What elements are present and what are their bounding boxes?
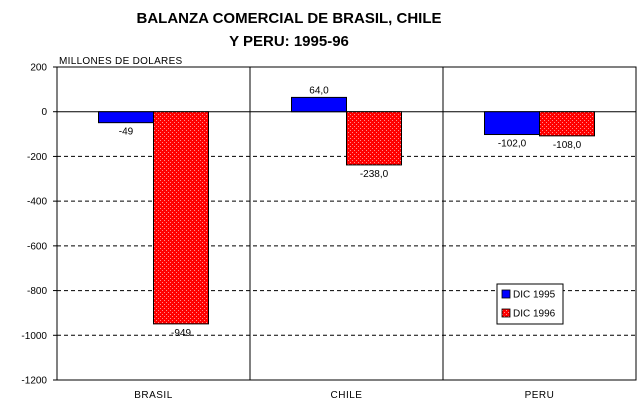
y-tick-label: 0 [41, 107, 47, 118]
y-tick-label: -1000 [21, 331, 47, 342]
axis-layer: 200 0 -200 -400 -600 -800 -1000 -1200 BRASIL CHIL… [21, 63, 637, 401]
bar [539, 111, 595, 137]
bar [484, 111, 540, 136]
y-tick-label: -600 [27, 241, 47, 252]
y-tick-label: -800 [27, 286, 47, 297]
legend-entry-label: DIC 1995 [513, 290, 556, 301]
data-label: -238,0 [360, 169, 389, 180]
data-label: -949 [171, 328, 191, 339]
y-tick-label: -1200 [21, 376, 47, 387]
bar [346, 111, 402, 166]
y-tick-label: -400 [27, 197, 47, 208]
legend: DIC 1995 DIC 1996 [496, 283, 564, 325]
chart-title-line-1: BALANZA COMERCIAL DE BRASIL, CHILE [137, 10, 442, 27]
plot-area-frame [56, 66, 637, 381]
y-tick-label: 200 [30, 63, 47, 74]
x-category-label: PERU [525, 390, 555, 401]
x-category-label: BRASIL [134, 390, 173, 401]
chart-title-line-2: Y PERU: 1995-96 [229, 33, 349, 50]
x-category-label: CHILE [331, 390, 363, 401]
bar [291, 96, 347, 113]
label-layer: -49 -949 64,0 -238,0 -102,0 -108,0 [119, 85, 582, 338]
legend-entry-label: DIC 1996 [513, 309, 556, 320]
data-label: -49 [119, 127, 134, 138]
data-label: -102,0 [498, 139, 527, 150]
y-tick-label: -200 [27, 152, 47, 163]
bar [98, 111, 154, 124]
legend-swatch [501, 308, 511, 318]
data-label: 64,0 [309, 85, 329, 96]
data-label: -108,0 [553, 140, 582, 151]
y-axis-title: MILLONES DE DOLARES [59, 56, 183, 67]
legend-swatch [501, 289, 511, 299]
bar-layer [98, 96, 595, 325]
bar [153, 111, 209, 325]
